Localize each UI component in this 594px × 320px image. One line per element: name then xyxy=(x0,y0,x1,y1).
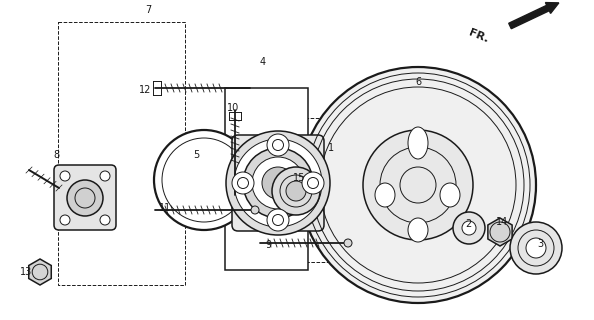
Circle shape xyxy=(243,148,313,218)
Circle shape xyxy=(162,138,246,222)
Polygon shape xyxy=(225,88,308,270)
Text: 7: 7 xyxy=(145,5,151,15)
Text: 5: 5 xyxy=(193,150,199,160)
Text: 14: 14 xyxy=(496,217,508,227)
Circle shape xyxy=(262,167,294,199)
Circle shape xyxy=(252,157,304,209)
Circle shape xyxy=(154,130,254,230)
Circle shape xyxy=(67,180,103,216)
FancyBboxPatch shape xyxy=(232,135,324,231)
Circle shape xyxy=(510,222,562,274)
Circle shape xyxy=(462,221,476,235)
Circle shape xyxy=(251,206,259,214)
Text: 13: 13 xyxy=(20,267,32,277)
Circle shape xyxy=(526,238,546,258)
Ellipse shape xyxy=(408,127,428,159)
Polygon shape xyxy=(29,259,51,285)
Text: 11: 11 xyxy=(159,203,171,213)
Polygon shape xyxy=(488,218,512,246)
Circle shape xyxy=(234,139,322,227)
Circle shape xyxy=(302,172,324,194)
Circle shape xyxy=(60,215,70,225)
Circle shape xyxy=(226,131,330,235)
Circle shape xyxy=(100,171,110,181)
Text: 6: 6 xyxy=(415,77,421,87)
Text: 8: 8 xyxy=(53,150,59,160)
Text: 3: 3 xyxy=(537,239,543,249)
Ellipse shape xyxy=(375,183,395,207)
Text: 10: 10 xyxy=(227,103,239,113)
Circle shape xyxy=(363,130,473,240)
Circle shape xyxy=(286,181,306,201)
Circle shape xyxy=(100,215,110,225)
FancyBboxPatch shape xyxy=(54,165,116,230)
Text: FR.: FR. xyxy=(467,28,490,44)
Circle shape xyxy=(232,172,254,194)
Circle shape xyxy=(267,209,289,231)
Circle shape xyxy=(344,239,352,247)
Circle shape xyxy=(453,212,485,244)
Circle shape xyxy=(267,134,289,156)
Ellipse shape xyxy=(408,218,428,242)
Text: 15: 15 xyxy=(293,173,305,183)
Circle shape xyxy=(60,171,70,181)
Circle shape xyxy=(300,67,536,303)
Text: 12: 12 xyxy=(139,85,151,95)
Circle shape xyxy=(272,167,320,215)
Text: 1: 1 xyxy=(328,143,334,153)
Polygon shape xyxy=(58,22,185,285)
Ellipse shape xyxy=(440,183,460,207)
Text: 9: 9 xyxy=(265,240,271,250)
FancyArrow shape xyxy=(508,3,559,29)
Text: 2: 2 xyxy=(465,219,471,229)
Text: 4: 4 xyxy=(260,57,266,67)
